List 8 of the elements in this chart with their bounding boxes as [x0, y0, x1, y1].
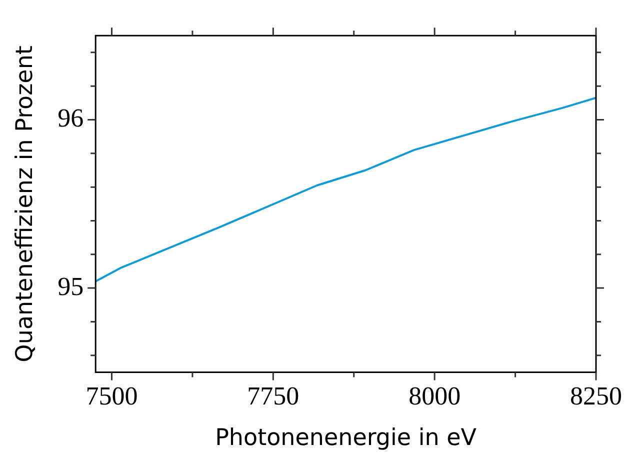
x-tick-label: 7500: [86, 382, 138, 411]
y-tick-label: 96: [58, 104, 84, 133]
y-axis-title: Quanteneffizienz in Prozent: [12, 46, 38, 362]
x-axis-title: Photonenenergie in eV: [215, 425, 477, 452]
y-tick-label: 95: [58, 272, 84, 301]
x-tick-label: 8000: [408, 382, 461, 411]
x-tick-label: 7750: [247, 382, 300, 411]
x-tick-label: 8250: [570, 382, 622, 411]
